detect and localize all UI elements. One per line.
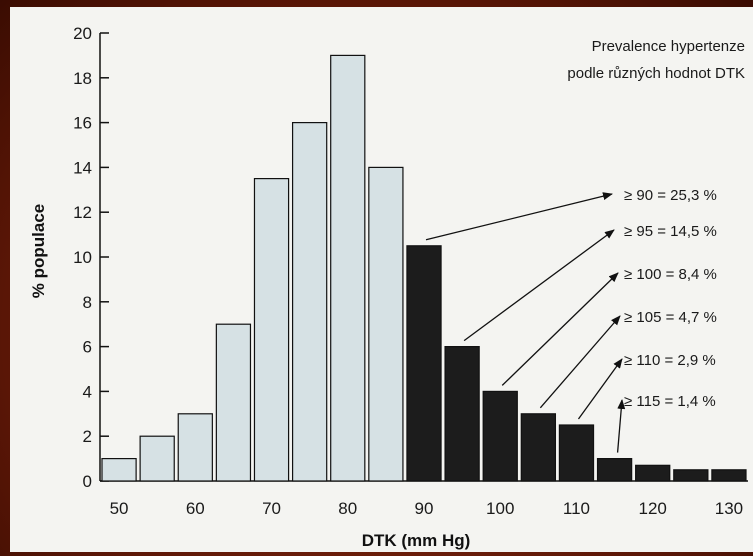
x-tick-label: 70 [262,499,281,518]
histogram-bar [177,413,213,482]
annotation-arrow [501,272,619,386]
bars [101,54,747,482]
histogram-bar [139,435,175,482]
histogram-bar [711,469,747,482]
y-tick-label: 2 [83,427,92,446]
annotation-label: ≥ 90 = 25,3 % [624,187,717,204]
annotation-label: ≥ 95 = 14,5 % [624,223,717,240]
histogram-bar [673,469,709,482]
histogram-bar [253,178,290,482]
histogram-bar [635,464,671,482]
y-tick-label: 18 [73,69,92,88]
x-tick-label: 120 [639,499,667,518]
annotation-arrow [463,229,615,342]
x-tick-label: 90 [415,499,434,518]
slide-panel: 0 2 4 6 8 10 12 14 16 18 20 50 60 70 80 90 100 110 120 130 … [10,7,753,552]
histogram-bar [406,245,442,482]
histogram-bar [215,323,252,482]
histogram-bar [520,413,557,482]
y-tick-label: 4 [83,382,92,401]
y-tick-label: 0 [83,472,92,491]
histogram-bar [444,346,480,482]
x-tick-label: 100 [486,499,514,518]
annotation-label: ≥ 115 = 1,4 % [624,393,716,410]
x-tick-label: 130 [715,499,743,518]
histogram-bar [291,121,328,482]
y-tick-label: 12 [73,203,92,222]
y-tick-label: 8 [83,293,92,312]
chart-title-line-1: Prevalence hypertenze [592,38,745,55]
y-tick-label: 10 [73,248,92,267]
annotations: ≥ 90 = 25,3 % ≥ 95 = 14,5 % ≥ 100 = 8,4 % ≥… [425,187,717,453]
histogram-bar [101,458,137,482]
annotation-label: ≥ 105 = 4,7 % [624,309,717,326]
y-tick-label: 14 [73,158,92,177]
annotation-arrow [425,192,613,241]
histogram-bar [558,424,595,482]
y-axis-title: % populace [29,204,48,298]
histogram-bar [482,390,518,482]
annotation-label: ≥ 110 = 2,9 % [624,352,716,369]
annotation-arrow [577,358,623,420]
annotation-label: ≥ 100 = 8,4 % [624,266,717,283]
chart-title-line-2: podle různých hodnot DTK [567,65,745,82]
y-tick-label: 6 [83,338,92,357]
x-tick-label: 110 [563,499,590,518]
y-tick-label: 16 [73,114,92,133]
histogram-bar [368,166,404,482]
annotation-arrow [616,399,626,453]
histogram-bar [330,54,366,482]
histogram-bar [596,458,633,482]
x-tick-label: 50 [110,499,129,518]
annotation-arrow [539,315,621,409]
y-tick-label: 20 [73,24,92,43]
x-tick-label: 60 [186,499,205,518]
x-axis-title: DTK (mm Hg) [362,531,471,550]
x-tick-label: 80 [338,499,357,518]
